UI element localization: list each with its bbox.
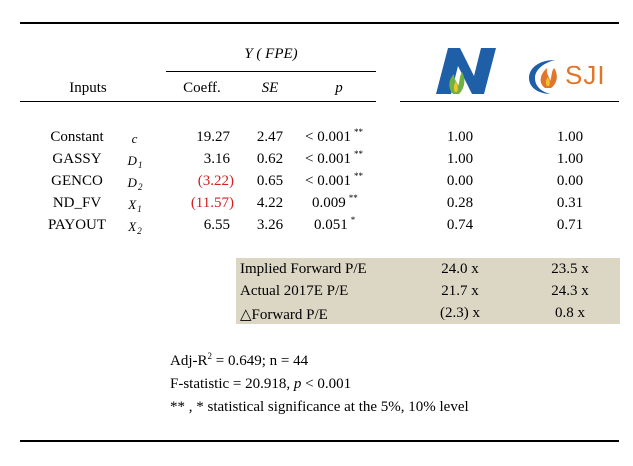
row-se: 3.26 [256, 217, 284, 233]
header-rule-left [20, 101, 376, 102]
row-p: 0.009 ** [312, 193, 358, 211]
row-nj-value: 1.00 [446, 129, 474, 145]
p-header: p [335, 80, 343, 96]
row-se: 4.22 [256, 195, 284, 211]
summary-sji-value: 0.8 x [555, 305, 585, 321]
row-symbol: D1 [127, 153, 143, 170]
group-title: Y ( FPE) [244, 46, 298, 62]
summary-sji-value: 23.5 x [551, 261, 589, 277]
coeff-header: Coeff. [183, 80, 221, 96]
row-nj-value: 0.28 [446, 195, 474, 211]
row-se: 0.65 [256, 173, 284, 189]
row-input-name: GASSY [52, 151, 102, 167]
row-nj-value: 0.74 [446, 217, 474, 233]
row-symbol: D2 [127, 175, 143, 192]
row-p: < 0.001 ** [305, 127, 363, 145]
row-coeff: 3.16 [203, 151, 230, 167]
sji-logo: SJI [525, 56, 619, 96]
sji-logo-text: SJI [565, 60, 606, 90]
row-sji-value: 0.00 [556, 173, 584, 189]
row-coeff: (3.22) [197, 173, 234, 189]
row-se: 0.62 [256, 151, 284, 167]
summary-label: Implied Forward P/E [240, 261, 367, 277]
f-statistic-note: F-statistic = 20.918, p < 0.001 [170, 376, 352, 392]
se-header: SE [261, 80, 279, 96]
row-symbol: X1 [128, 197, 142, 214]
summary-nj-value: 24.0 x [441, 261, 479, 277]
summary-panel [236, 258, 620, 324]
row-sji-value: 1.00 [556, 151, 584, 167]
row-input-name: GENCO [51, 173, 103, 189]
row-coeff: 6.55 [203, 217, 230, 233]
row-symbol: X2 [128, 219, 142, 236]
row-input-name: Constant [50, 129, 104, 145]
row-p: 0.051 * [314, 215, 356, 233]
row-coeff: 19.27 [196, 129, 230, 145]
header-rule-right [400, 101, 619, 102]
row-p: < 0.001 ** [305, 171, 363, 189]
row-se: 2.47 [256, 129, 284, 145]
row-coeff: (11.57) [190, 195, 234, 211]
significance-note: ** , * statistical significance at the 5… [170, 399, 469, 415]
row-input-name: PAYOUT [47, 217, 107, 233]
summary-label: Actual 2017E P/E [240, 283, 349, 299]
row-p: < 0.001 ** [305, 149, 363, 167]
group-underline [166, 71, 376, 72]
row-nj-value: 0.00 [446, 173, 474, 189]
row-sji-value: 1.00 [556, 129, 584, 145]
row-symbol: c [131, 131, 138, 146]
inputs-header: Inputs [69, 80, 107, 96]
summary-nj-value: 21.7 x [441, 283, 479, 299]
row-sji-value: 0.71 [556, 217, 584, 233]
row-input-name: ND_FV [52, 195, 102, 211]
nj-resources-logo [430, 42, 502, 98]
summary-nj-value: (2.3) x [440, 305, 480, 321]
row-nj-value: 1.00 [446, 151, 474, 167]
row-sji-value: 0.31 [556, 195, 584, 211]
top-rule [20, 22, 619, 24]
adj-r2-note: Adj-R2 = 0.649; n = 44 [170, 351, 309, 369]
summary-label: △Forward P/E [240, 307, 328, 323]
bottom-rule [20, 440, 619, 442]
summary-sji-value: 24.3 x [551, 283, 589, 299]
